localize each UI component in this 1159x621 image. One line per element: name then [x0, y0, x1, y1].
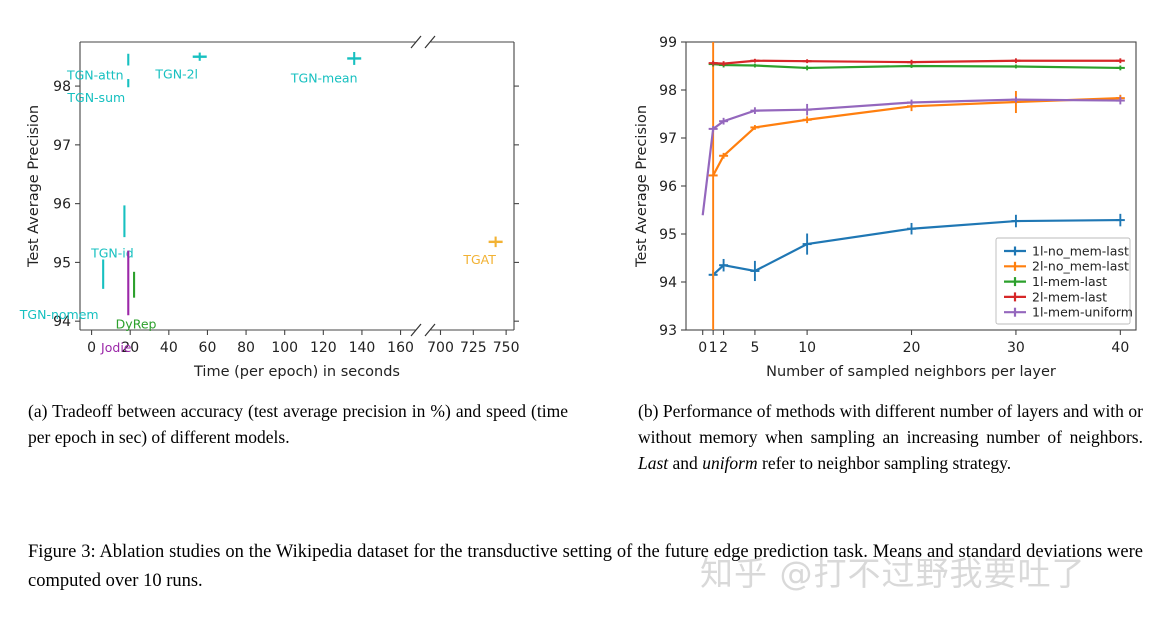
series-line — [713, 62, 1121, 70]
point-label-dyrep: DyRep — [116, 317, 157, 332]
y-tick-label: 98 — [659, 83, 677, 99]
x-tick-label: 20 — [121, 340, 139, 356]
y-tick-label: 94 — [53, 314, 71, 330]
point-label-tgn-2l: TGN-2l — [154, 67, 198, 82]
legend-label: 2l-mem-last — [1032, 289, 1107, 304]
y-tick-label: 94 — [659, 275, 677, 291]
x-tick-label: 2 — [719, 340, 728, 356]
y-tick-label: 98 — [53, 79, 71, 95]
x-tick-label: 100 — [271, 340, 298, 356]
panel-b-data — [701, 42, 1125, 330]
caption-b-italic-last: Last — [638, 453, 669, 473]
subfigure-a-chart: 94 95 96 97 98 0 20 40 60 80 100 120 140 160 700 725 750… — [18, 22, 588, 392]
scatter-point-dyrep: DyRep — [116, 271, 157, 332]
legend-item-2l-no_mem-last[interactable]: 2l-no_mem-last — [1004, 259, 1129, 274]
y-tick-label: 96 — [53, 197, 71, 213]
point-label-tgat: TGAT — [462, 252, 496, 267]
caption-b-part3: refer to neighbor sampling strategy. — [757, 453, 1012, 473]
legend-label: 1l-mem-last — [1032, 274, 1107, 289]
x-tick-label: 40 — [1111, 340, 1129, 356]
y-tick-label: 97 — [53, 138, 71, 154]
y-tick-label: 99 — [659, 35, 677, 51]
y-tick-label: 96 — [659, 179, 677, 195]
series-line — [701, 98, 1121, 216]
panel-a-axes: 94 95 96 97 98 0 20 40 60 80 100 120 140 160 700 725 750… — [26, 35, 520, 380]
x-tick-label: 1 — [709, 340, 718, 356]
caption-b-part2: and — [668, 453, 703, 473]
legend-item-1l-no_mem-last[interactable]: 1l-no_mem-last — [1004, 243, 1129, 258]
scatter-point-tgat: TGAT — [462, 236, 503, 267]
axis-break-mark — [410, 35, 422, 49]
x-tick-label: 120 — [310, 340, 337, 356]
x-tick-label: 750 — [493, 340, 520, 356]
x-tick-label: 140 — [349, 340, 376, 356]
x-tick-label: 30 — [1007, 340, 1025, 356]
point-label-jodie: Jodie — [100, 340, 132, 355]
figure-caption: Figure 3: Ablation studies on the Wikipe… — [28, 542, 1143, 591]
x-tick-label: 80 — [237, 340, 255, 356]
x-tick-label: 700 — [427, 340, 454, 356]
scatter-point-tgn-sum: TGN-sum — [66, 79, 130, 105]
legend-item-1l-mem-uniform[interactable]: 1l-mem-uniform — [1004, 305, 1133, 320]
legend-item-2l-mem-last[interactable]: 2l-mem-last — [1004, 289, 1107, 304]
scatter-point-tgn-2l: TGN-2l — [154, 52, 207, 82]
caption-b-part1: (b) Performance of methods with differen… — [638, 401, 1143, 447]
point-label-tgn-id: TGN-id — [90, 245, 134, 260]
y-axis-title: Test Average Precision — [26, 105, 42, 268]
x-tick-label: 40 — [160, 340, 178, 356]
legend-label: 1l-mem-uniform — [1032, 305, 1133, 320]
x-axis-title: Number of sampled neighbors per layer — [766, 364, 1056, 380]
legend-label: 2l-no_mem-last — [1032, 259, 1129, 274]
x-tick-label: 10 — [798, 340, 816, 356]
scatter-point-jodie: Jodie — [100, 250, 132, 355]
subfigure-a-caption: (a) Tradeoff between accuracy (test aver… — [28, 401, 568, 447]
series-1l-mem-uniform — [701, 96, 1125, 216]
subfigure-b-caption: (b) Performance of methods with differen… — [638, 398, 1143, 476]
caption-b-italic-uniform: uniform — [702, 453, 758, 473]
x-tick-label: 60 — [199, 340, 217, 356]
point-label-tgn-mean: TGN-mean — [290, 70, 358, 85]
panel-b-axes: 93 94 95 96 97 98 99 0 1 2 5 10 20 30 40 Number of samp… — [634, 35, 1137, 380]
x-tick-label: 20 — [903, 340, 921, 356]
y-tick-label: 95 — [53, 255, 71, 271]
y-axis-title: Test Average Precision — [634, 105, 650, 268]
point-label-tgn-sum: TGN-sum — [66, 90, 125, 105]
scatter-point-tgn-attn: TGN-attn — [66, 53, 130, 83]
y-tick-label: 95 — [659, 227, 677, 243]
legend-box — [995, 237, 1131, 325]
axis-break-mark — [424, 35, 436, 49]
series-line — [713, 59, 1121, 65]
panel-a-data: TGN-attn TGN-2l TGN-mean TGN-sum TGN-id TGN-n… — [19, 51, 503, 355]
point-label-tgn-nomem: TGN-nomem — [19, 307, 99, 322]
axis-break-mark — [410, 323, 422, 337]
subfigure-b-chart: 93 94 95 96 97 98 99 0 1 2 5 10 20 30 40 Number of samp… — [628, 22, 1148, 392]
point-label-tgn-attn: TGN-attn — [66, 68, 124, 83]
axis-break-mark — [424, 323, 436, 337]
y-tick-label: 97 — [659, 131, 677, 147]
scatter-point-tgn-mean: TGN-mean — [290, 51, 362, 85]
legend-item-1l-mem-last[interactable]: 1l-mem-last — [1004, 274, 1107, 289]
scatter-point-tgn-id: TGN-id — [90, 205, 134, 260]
x-tick-label: 725 — [460, 340, 487, 356]
x-tick-label: 0 — [87, 340, 96, 356]
tradeoff-scatter-svg: 94 95 96 97 98 0 20 40 60 80 100 120 140 160 700 725 750… — [19, 35, 520, 380]
x-tick-label: 160 — [387, 340, 414, 356]
legend: 1l-no_mem-last2l-no_mem-last1l-mem-last2… — [995, 237, 1133, 325]
x-tick-label: 0 — [698, 340, 707, 356]
scatter-point-tgn-nomem: TGN-nomem — [19, 259, 105, 322]
y-tick-label: 93 — [659, 323, 677, 339]
x-axis-title: Time (per epoch) in seconds — [193, 364, 400, 380]
neighbors-line-svg: 93 94 95 96 97 98 99 0 1 2 5 10 20 30 40 Number of samp… — [634, 35, 1137, 380]
legend-label: 1l-no_mem-last — [1032, 243, 1129, 258]
series-2l-mem-last — [708, 58, 1125, 66]
x-tick-label: 5 — [750, 340, 759, 356]
